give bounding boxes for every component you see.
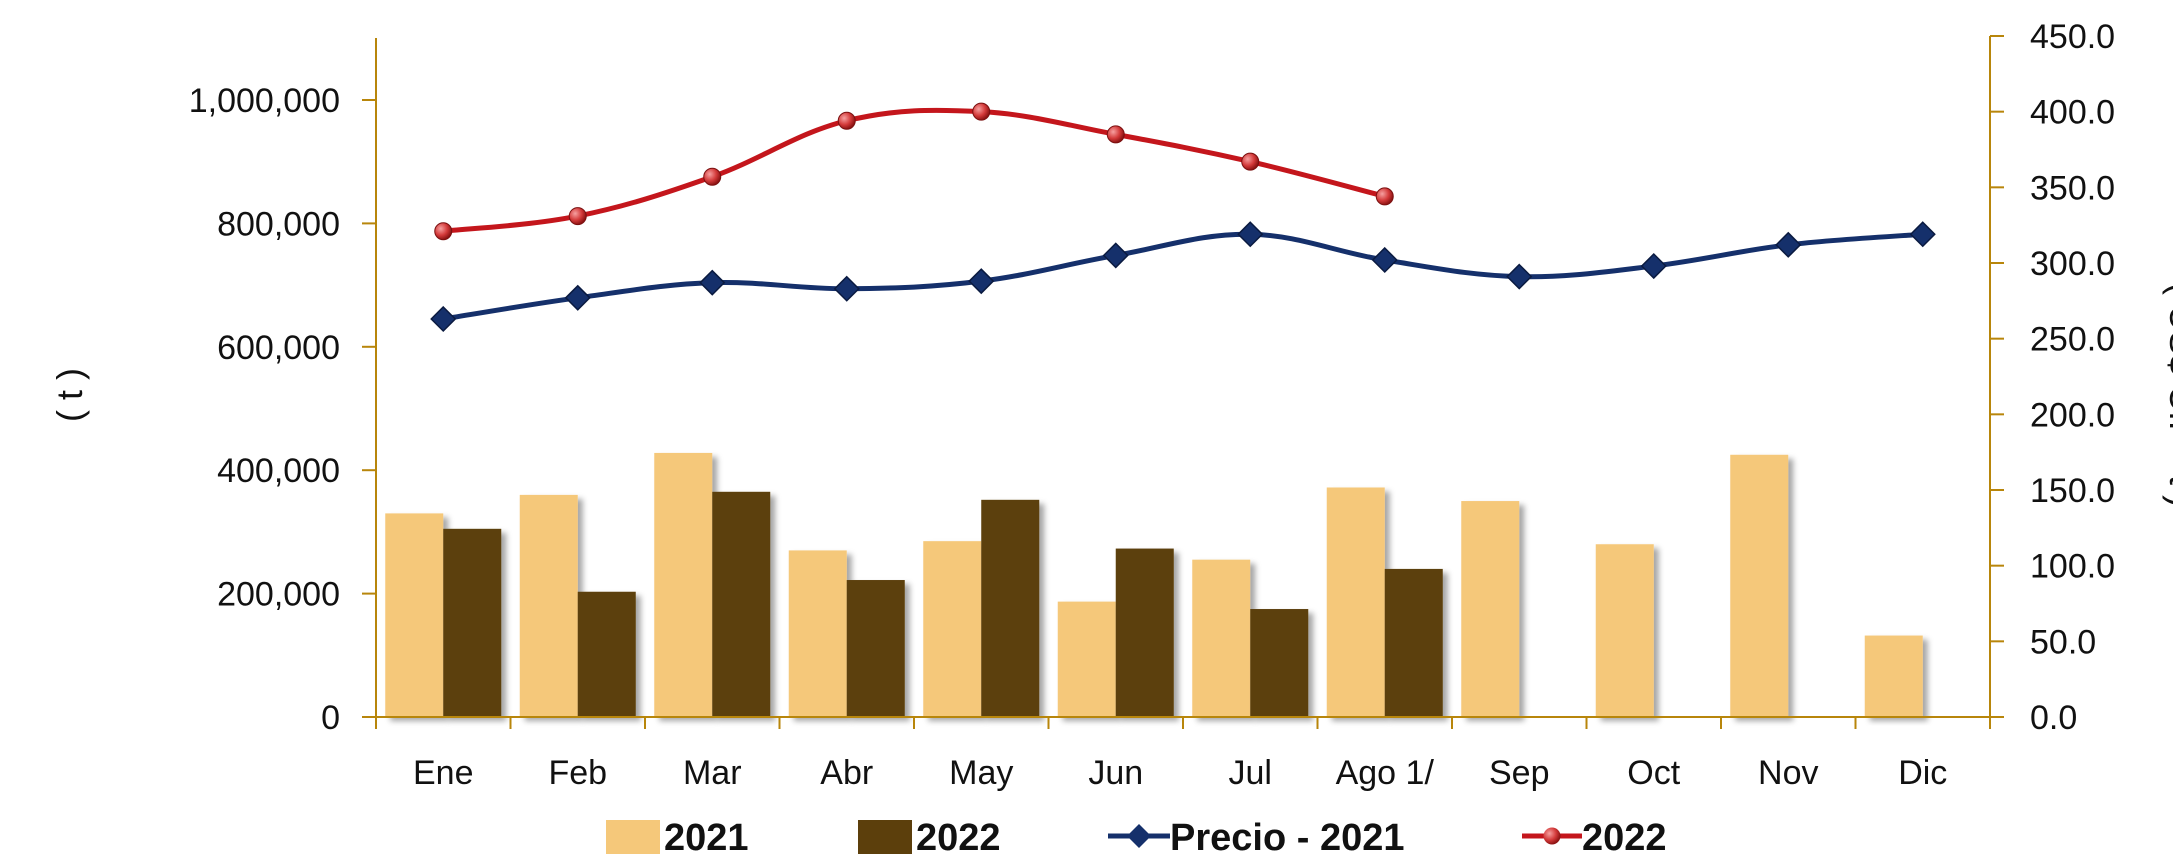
y-tick-label: 200,000 [217, 576, 340, 614]
bar-2021-ene [385, 513, 444, 717]
bar-2021-abr [788, 550, 847, 717]
y2-tick-label: 200.0 [2030, 396, 2115, 434]
legend-swatch-2021 [606, 820, 660, 854]
point-precio-2021-11 [1909, 221, 1936, 248]
legend: 2021 2022 Precio - 2021 2022 [606, 817, 1667, 859]
point-2022-5 [1106, 125, 1125, 144]
point-precio-2021-2 [699, 269, 726, 296]
point-2022-7 [1375, 187, 1394, 206]
y2-tick-label: 150.0 [2030, 472, 2115, 510]
point-precio-2021-0 [430, 305, 457, 333]
y-tick-label: 600,000 [217, 329, 340, 367]
y2-tick-label: 300.0 [2030, 245, 2115, 283]
y2-tick-label: 450.0 [2030, 18, 2115, 56]
point-precio-2021-7 [1371, 246, 1398, 274]
legend-marker-precio-2021 [1127, 824, 1151, 848]
y2-tick-label: 250.0 [2030, 321, 2115, 359]
x-tick-label: Ago 1/ [1336, 754, 1435, 792]
bar-2022-may [981, 499, 1040, 717]
x-tick-label: Jun [1088, 754, 1143, 792]
legend-label-2022-line: 2022 [1582, 817, 1667, 859]
x-tick-label: Mar [683, 754, 742, 792]
y-tick-label: 400,000 [217, 452, 340, 490]
x-tick-label: Sep [1489, 754, 1550, 792]
bar-2021-jul [1192, 559, 1251, 717]
lines-layer [430, 102, 1936, 333]
point-precio-2021-1 [564, 284, 591, 311]
x-tick-label: Dic [1898, 754, 1947, 792]
x-tick-label: Abr [820, 754, 873, 792]
point-precio-2021-4 [968, 268, 995, 295]
point-precio-2021-8 [1506, 263, 1533, 290]
point-2022-0 [434, 222, 453, 241]
legend-label-2022-bar: 2022 [916, 817, 1001, 859]
bar-2021-feb [519, 494, 578, 717]
bar-2022-mar [712, 491, 771, 717]
line-series-2022 [442, 107, 1386, 234]
bar-2021-dic [1864, 635, 1923, 717]
y2-axis-title: ( US$ CIF - t ) [2162, 283, 2173, 507]
line-series-precio-2021 [442, 231, 1923, 322]
legend-marker-2022 [1543, 827, 1561, 845]
bar-2021-jun [1057, 601, 1116, 717]
y-tick-label: 0 [321, 699, 340, 737]
bar-2022-feb [577, 591, 636, 717]
y2-tick-label: 350.0 [2030, 169, 2115, 207]
legend-label-2021: 2021 [664, 817, 749, 859]
bars-layer [385, 452, 1923, 717]
bar-2022-ago [1384, 568, 1443, 717]
x-tick-label: Nov [1758, 754, 1818, 792]
point-precio-2021-3 [833, 275, 860, 302]
bar-2022-ene [443, 528, 502, 717]
y2-tick-label: 400.0 [2030, 94, 2115, 132]
bar-2022-jul [1250, 609, 1309, 717]
bar-2022-abr [846, 580, 905, 717]
y-tick-label: 1,000,000 [189, 82, 340, 120]
x-tick-label: Ene [413, 754, 474, 792]
y-axis-title: ( t ) [49, 368, 90, 422]
point-2022-1 [568, 207, 587, 226]
bar-2021-sep [1461, 501, 1520, 717]
bar-2021-oct [1595, 544, 1654, 717]
point-precio-2021-10 [1775, 231, 1802, 258]
point-2022-6 [1241, 152, 1260, 171]
y2-tick-label: 50.0 [2030, 623, 2096, 661]
axes-layer: 0 200,000 400,000 600,000 800,000 1,000,000 0.… [189, 18, 2115, 792]
bar-2021-ago [1326, 487, 1385, 717]
bar-2022-jun [1115, 548, 1174, 717]
bar-2021-mar [654, 452, 713, 717]
x-tick-label: May [949, 754, 1013, 792]
x-tick-label: Oct [1627, 754, 1680, 792]
bar-2021-nov [1730, 454, 1789, 717]
legend-swatch-2022-bar [858, 820, 912, 854]
y-tick-label: 800,000 [217, 205, 340, 243]
x-tick-label: Jul [1229, 754, 1272, 792]
point-precio-2021-9 [1640, 252, 1667, 280]
x-tick-label: Feb [548, 754, 607, 792]
point-2022-4 [972, 102, 991, 121]
point-precio-2021-5 [1102, 242, 1129, 269]
bar-2021-may [923, 541, 982, 717]
legend-label-precio-2021: Precio - 2021 [1170, 817, 1404, 859]
point-2022-3 [837, 111, 856, 130]
point-2022-2 [703, 167, 722, 186]
y2-tick-label: 100.0 [2030, 548, 2115, 586]
point-precio-2021-6 [1237, 221, 1264, 248]
y2-tick-label: 0.0 [2030, 699, 2077, 737]
